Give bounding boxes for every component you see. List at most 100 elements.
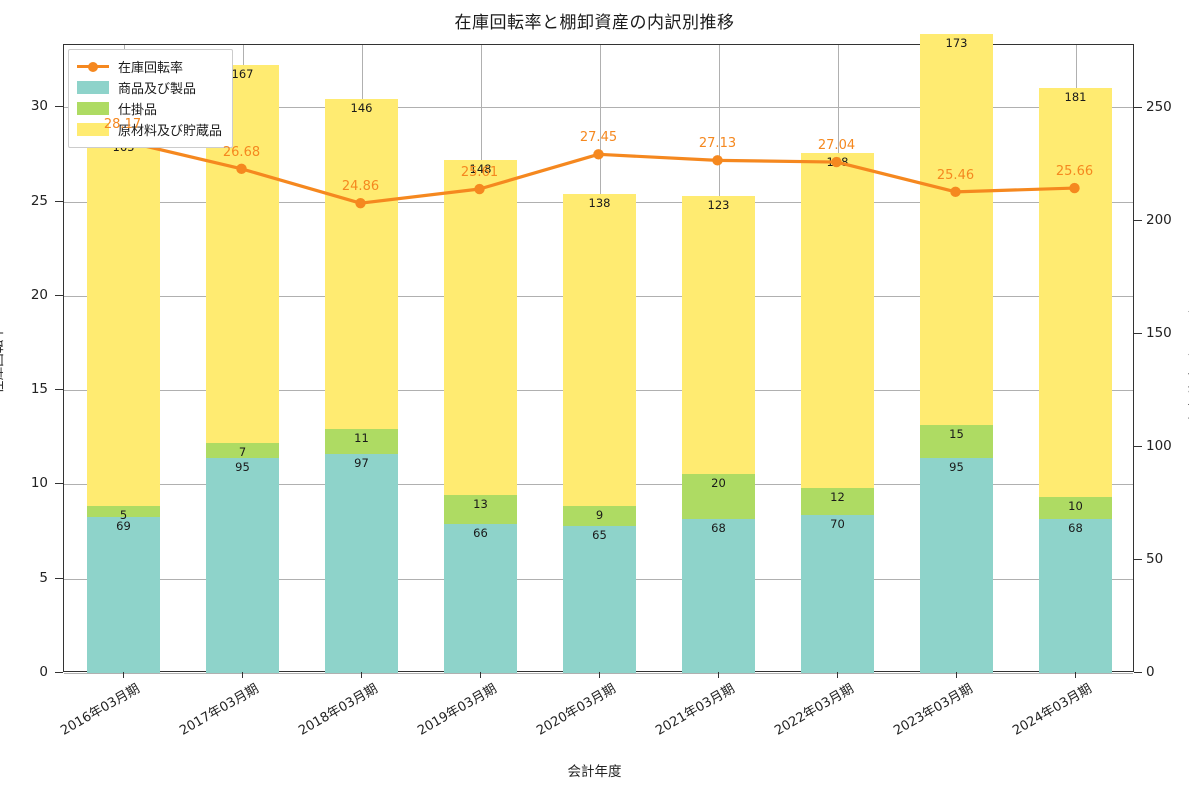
- bar-segment: 68: [681, 519, 756, 673]
- x-axis-tick-2: 2018年03月期: [295, 681, 380, 739]
- y-axis-left-tick: 25: [30, 192, 48, 209]
- bar-segment: 70: [800, 514, 875, 673]
- bar-segment: 20: [681, 474, 756, 520]
- y-axis-left-tickmark: [55, 672, 63, 673]
- x-axis-tick-5: 2021年03月期: [652, 681, 737, 739]
- bar-segment: 5: [86, 505, 161, 522]
- legend-item-turnover[interactable]: 在庫回転率: [77, 56, 222, 77]
- x-axis-tickmark: [955, 672, 957, 678]
- y-axis-right-tick: 200: [1146, 212, 1172, 229]
- bar-segment-value: 146: [350, 101, 373, 116]
- bar-segment: 15: [919, 424, 994, 459]
- bar-segment: 146: [324, 99, 399, 430]
- legend-label: 在庫回転率: [118, 61, 184, 76]
- x-axis-tickmark: [122, 672, 124, 678]
- bar-segment-value: 11: [354, 431, 369, 446]
- x-axis-label: 会計年度: [567, 764, 622, 780]
- y-axis-left-tickmark: [55, 577, 63, 579]
- turnover-point-label: 25.61: [460, 165, 499, 181]
- bar-segment: 66: [443, 523, 518, 673]
- y-axis-left-tick: 0: [39, 664, 48, 680]
- bar-segment: 7: [205, 442, 280, 459]
- y-axis-left-tickmark: [55, 294, 63, 296]
- bar-segment: 69: [86, 517, 161, 673]
- bar-segment-value: 69: [116, 519, 131, 534]
- y-axis-left-tickmark: [55, 106, 63, 108]
- gridline-horizontal: [64, 107, 1133, 109]
- legend-item-merchandise[interactable]: 商品及び製品: [77, 77, 222, 98]
- bar-segment-value: 13: [473, 496, 488, 511]
- y-axis-right-tickmark: [1134, 220, 1142, 222]
- y-axis-right-tickmark: [1134, 446, 1142, 448]
- legend-item-rawmaterials[interactable]: 原材料及び貯蔵品: [77, 119, 222, 140]
- x-axis-tick-7: 2023年03月期: [890, 681, 975, 739]
- bar-segment: 9: [562, 505, 637, 527]
- x-axis-tick-6: 2022年03月期: [771, 681, 856, 739]
- bar-segment: 95: [205, 458, 280, 673]
- bar-segment: 138: [562, 194, 637, 506]
- x-axis-tick-8: 2024年03月期: [1009, 681, 1094, 739]
- y-axis-left-tickmark: [55, 200, 63, 202]
- y-axis-left-tick: 5: [39, 569, 48, 586]
- y-axis-right-tickmark: [1134, 672, 1142, 673]
- bar-segment: 148: [800, 153, 875, 488]
- y-axis-right-tickmark: [1134, 107, 1142, 109]
- bar-segment: 148: [443, 160, 518, 495]
- bar-segment-value: 70: [830, 516, 845, 531]
- bar-segment: 181: [1038, 87, 1113, 497]
- x-axis-tickmark: [241, 672, 243, 678]
- legend-label: 商品及び製品: [118, 82, 197, 97]
- y-axis-left-tick: 15: [30, 381, 48, 398]
- bar-segment: 13: [443, 494, 518, 524]
- y-axis-left-tickmark: [55, 389, 63, 391]
- legend-label: 仕掛品: [118, 103, 158, 118]
- bar-segment-value: 181: [1064, 89, 1087, 104]
- bar-segment: 10: [1038, 496, 1113, 520]
- bar-segment-value: 9: [595, 507, 604, 522]
- bar-segment: 97: [324, 453, 399, 673]
- bar-segment-value: 95: [949, 460, 964, 475]
- turnover-point-label: 26.68: [222, 144, 261, 160]
- bar-segment-value: 65: [592, 528, 607, 543]
- turnover-point-label: 27.04: [817, 138, 856, 154]
- bar-segment: 123: [681, 196, 756, 475]
- bar-segment-value: 148: [826, 155, 849, 170]
- line-marker-icon: [77, 60, 109, 73]
- x-axis-tickmark: [1074, 672, 1076, 678]
- turnover-point-label: 25.46: [936, 167, 975, 183]
- bar-segment-value: 97: [354, 455, 369, 470]
- legend-label: 原材料及び貯蔵品: [118, 124, 223, 139]
- y-axis-left-tickmark: [55, 483, 63, 485]
- y-axis-right-tick: 0: [1146, 664, 1155, 680]
- legend-item-wip[interactable]: 仕掛品: [77, 98, 222, 119]
- bar-segment: 12: [800, 487, 875, 515]
- bar-segment-value: 95: [235, 460, 250, 475]
- bar-segment-value: 7: [238, 444, 247, 459]
- x-axis-tickmark: [717, 672, 719, 678]
- y-axis-right-tickmark: [1134, 333, 1142, 335]
- bar-segment-value: 15: [949, 426, 964, 441]
- y-axis-right-tick: 50: [1146, 551, 1164, 568]
- bar-segment-value: 68: [711, 521, 726, 536]
- swatch-icon: [77, 102, 109, 115]
- y-axis-left-tick: 10: [30, 475, 48, 492]
- turnover-point-label: 25.66: [1055, 164, 1094, 180]
- bar-segment: 173: [919, 33, 994, 425]
- bar-segment: 163: [86, 137, 161, 506]
- x-axis-tick-1: 2017年03月期: [176, 681, 261, 739]
- turnover-point-label: 28.17: [103, 116, 142, 132]
- bar-segment-value: 68: [1068, 521, 1083, 536]
- y-axis-right-tickmark: [1134, 559, 1142, 561]
- y-axis-right-tick: 150: [1146, 325, 1172, 342]
- bar-segment-value: 123: [707, 198, 730, 213]
- y-axis-right-tick: 250: [1146, 99, 1172, 116]
- y-axis-left-tick: 20: [30, 286, 48, 303]
- y-axis-right-label: 棚卸資産（百万円）: [1184, 299, 1189, 421]
- bar-segment: 65: [562, 526, 637, 673]
- x-axis-tickmark: [598, 672, 600, 678]
- x-axis-tick-3: 2019年03月期: [414, 681, 499, 739]
- swatch-icon: [77, 81, 109, 94]
- bar-segment: 68: [1038, 519, 1113, 673]
- x-axis-tick-0: 2016年03月期: [57, 681, 142, 739]
- bar-segment-value: 10: [1068, 498, 1083, 513]
